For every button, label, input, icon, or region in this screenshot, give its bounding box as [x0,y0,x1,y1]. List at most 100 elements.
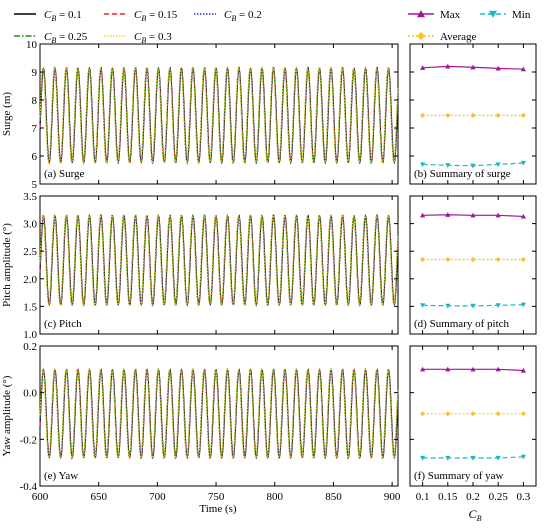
series-line-5 [39,67,399,165]
y-tick-label: 8 [32,95,38,107]
marker [520,411,526,417]
x-tick-label: 800 [267,491,284,503]
marker [489,10,497,18]
y-axis-label: Yaw amplitude (°) [1,375,13,456]
y-tick-label: 3.5 [23,191,37,203]
legend-entry-2: CB = 0.15 [104,9,178,23]
marker [470,163,476,169]
panel-label: (f) Summary of yaw [414,470,504,482]
x-tick-label: 650 [90,491,107,503]
x-tick-label: 850 [325,491,342,503]
legend-label: Average [440,31,477,43]
point-average [520,112,526,118]
x-axis-label-right-sub: B [477,514,482,523]
point-average [495,256,501,263]
x-tick-label: 0.15 [438,491,458,503]
point-max [420,212,426,218]
marker [445,63,451,69]
y-tick-label: 5 [32,179,38,191]
marker [495,256,501,263]
marker [495,112,501,118]
x-tick-label: 600 [32,491,49,503]
point-min [445,303,451,309]
panels: 5 6 7 8 9 10 (a) Surge Surge (m) (b) Summary of … [1,39,537,503]
y-axis-label: Surge (m) [1,92,13,136]
point-max [445,212,451,217]
point-average [470,112,476,118]
legend-label: CB = 0.3 [134,31,172,45]
marker [417,10,425,18]
panel-label: (e) Yaw [44,470,78,482]
y-tick-label: 3.0 [23,219,37,231]
marker [445,256,451,263]
point-max [520,367,526,373]
panel-label: (c) Pitch [44,318,82,330]
point-min [470,303,476,309]
marker [445,455,451,461]
legend-label: CB = 0.25 [44,31,88,45]
summary-panel-4: (d) Summary of pitch [409,195,537,335]
marker [420,455,426,461]
marker [470,366,476,372]
marker [520,302,526,308]
point-min [470,455,476,461]
legend-label: CB = 0.2 [224,9,262,23]
y-tick-label: 2.0 [23,274,37,286]
timeseries-panel-3: -0.4 -0.2 0.0 0.2 600 650 700 750 800 850 900 (e) Y… [1,341,401,503]
point-max [470,64,476,70]
marker [445,163,451,168]
y-axis-label: Pitch amplitude (°) [1,223,13,307]
marker [495,212,501,218]
marker [520,160,526,166]
panel-label: (a) Surge [44,168,85,180]
point-max [470,212,476,218]
point-average [420,411,426,417]
marker [420,366,426,372]
point-average [470,256,476,263]
marker [470,256,476,263]
point-min [445,163,451,168]
marker [520,112,526,118]
marker [420,303,426,308]
point-max [445,63,451,69]
marker [495,303,501,308]
y-tick-label: 7 [32,123,38,135]
point-average [445,112,451,118]
y-tick-label: -0.4 [20,481,38,493]
point-average [445,256,451,263]
point-min [470,163,476,169]
marker [495,411,501,417]
point-max [495,65,501,71]
marker [420,65,426,70]
x-tick-label: 0.2 [466,491,480,503]
summary-panel-6: 0.1 0.15 0.2 0.25 0.3 (f) Summary of yaw [409,345,537,503]
point-max [445,366,451,372]
y-tick-label: 10 [26,39,38,51]
x-tick-label: 900 [384,491,401,503]
y-tick-label: 2.5 [23,246,37,258]
marker [420,112,426,118]
marker [520,367,526,373]
timeseries-panel-1: 5 6 7 8 9 10 (a) Surge Surge (m) [1,39,399,191]
panel-label: (d) Summary of pitch [414,318,510,330]
point-average [420,256,426,263]
point-min [420,162,426,167]
x-axis-label-right-main: C [469,507,478,521]
marker [470,64,476,70]
x-tick-label: 0.3 [517,491,531,503]
marker [495,455,501,461]
x-axis-label-right: CB [469,507,482,523]
x-tick-label: 750 [208,491,225,503]
point-min [495,303,501,308]
legend-entry-5: CB = 0.3 [104,31,172,45]
point-average [445,411,451,417]
y-tick-label: -0.2 [20,434,37,446]
marker [420,256,426,263]
point-max [495,212,501,218]
point-min [445,455,451,461]
point-min [520,302,526,308]
point-max [495,366,501,372]
x-tick-label: 700 [149,491,166,503]
marker [495,366,501,372]
y-tick-label: 1.5 [23,301,37,313]
